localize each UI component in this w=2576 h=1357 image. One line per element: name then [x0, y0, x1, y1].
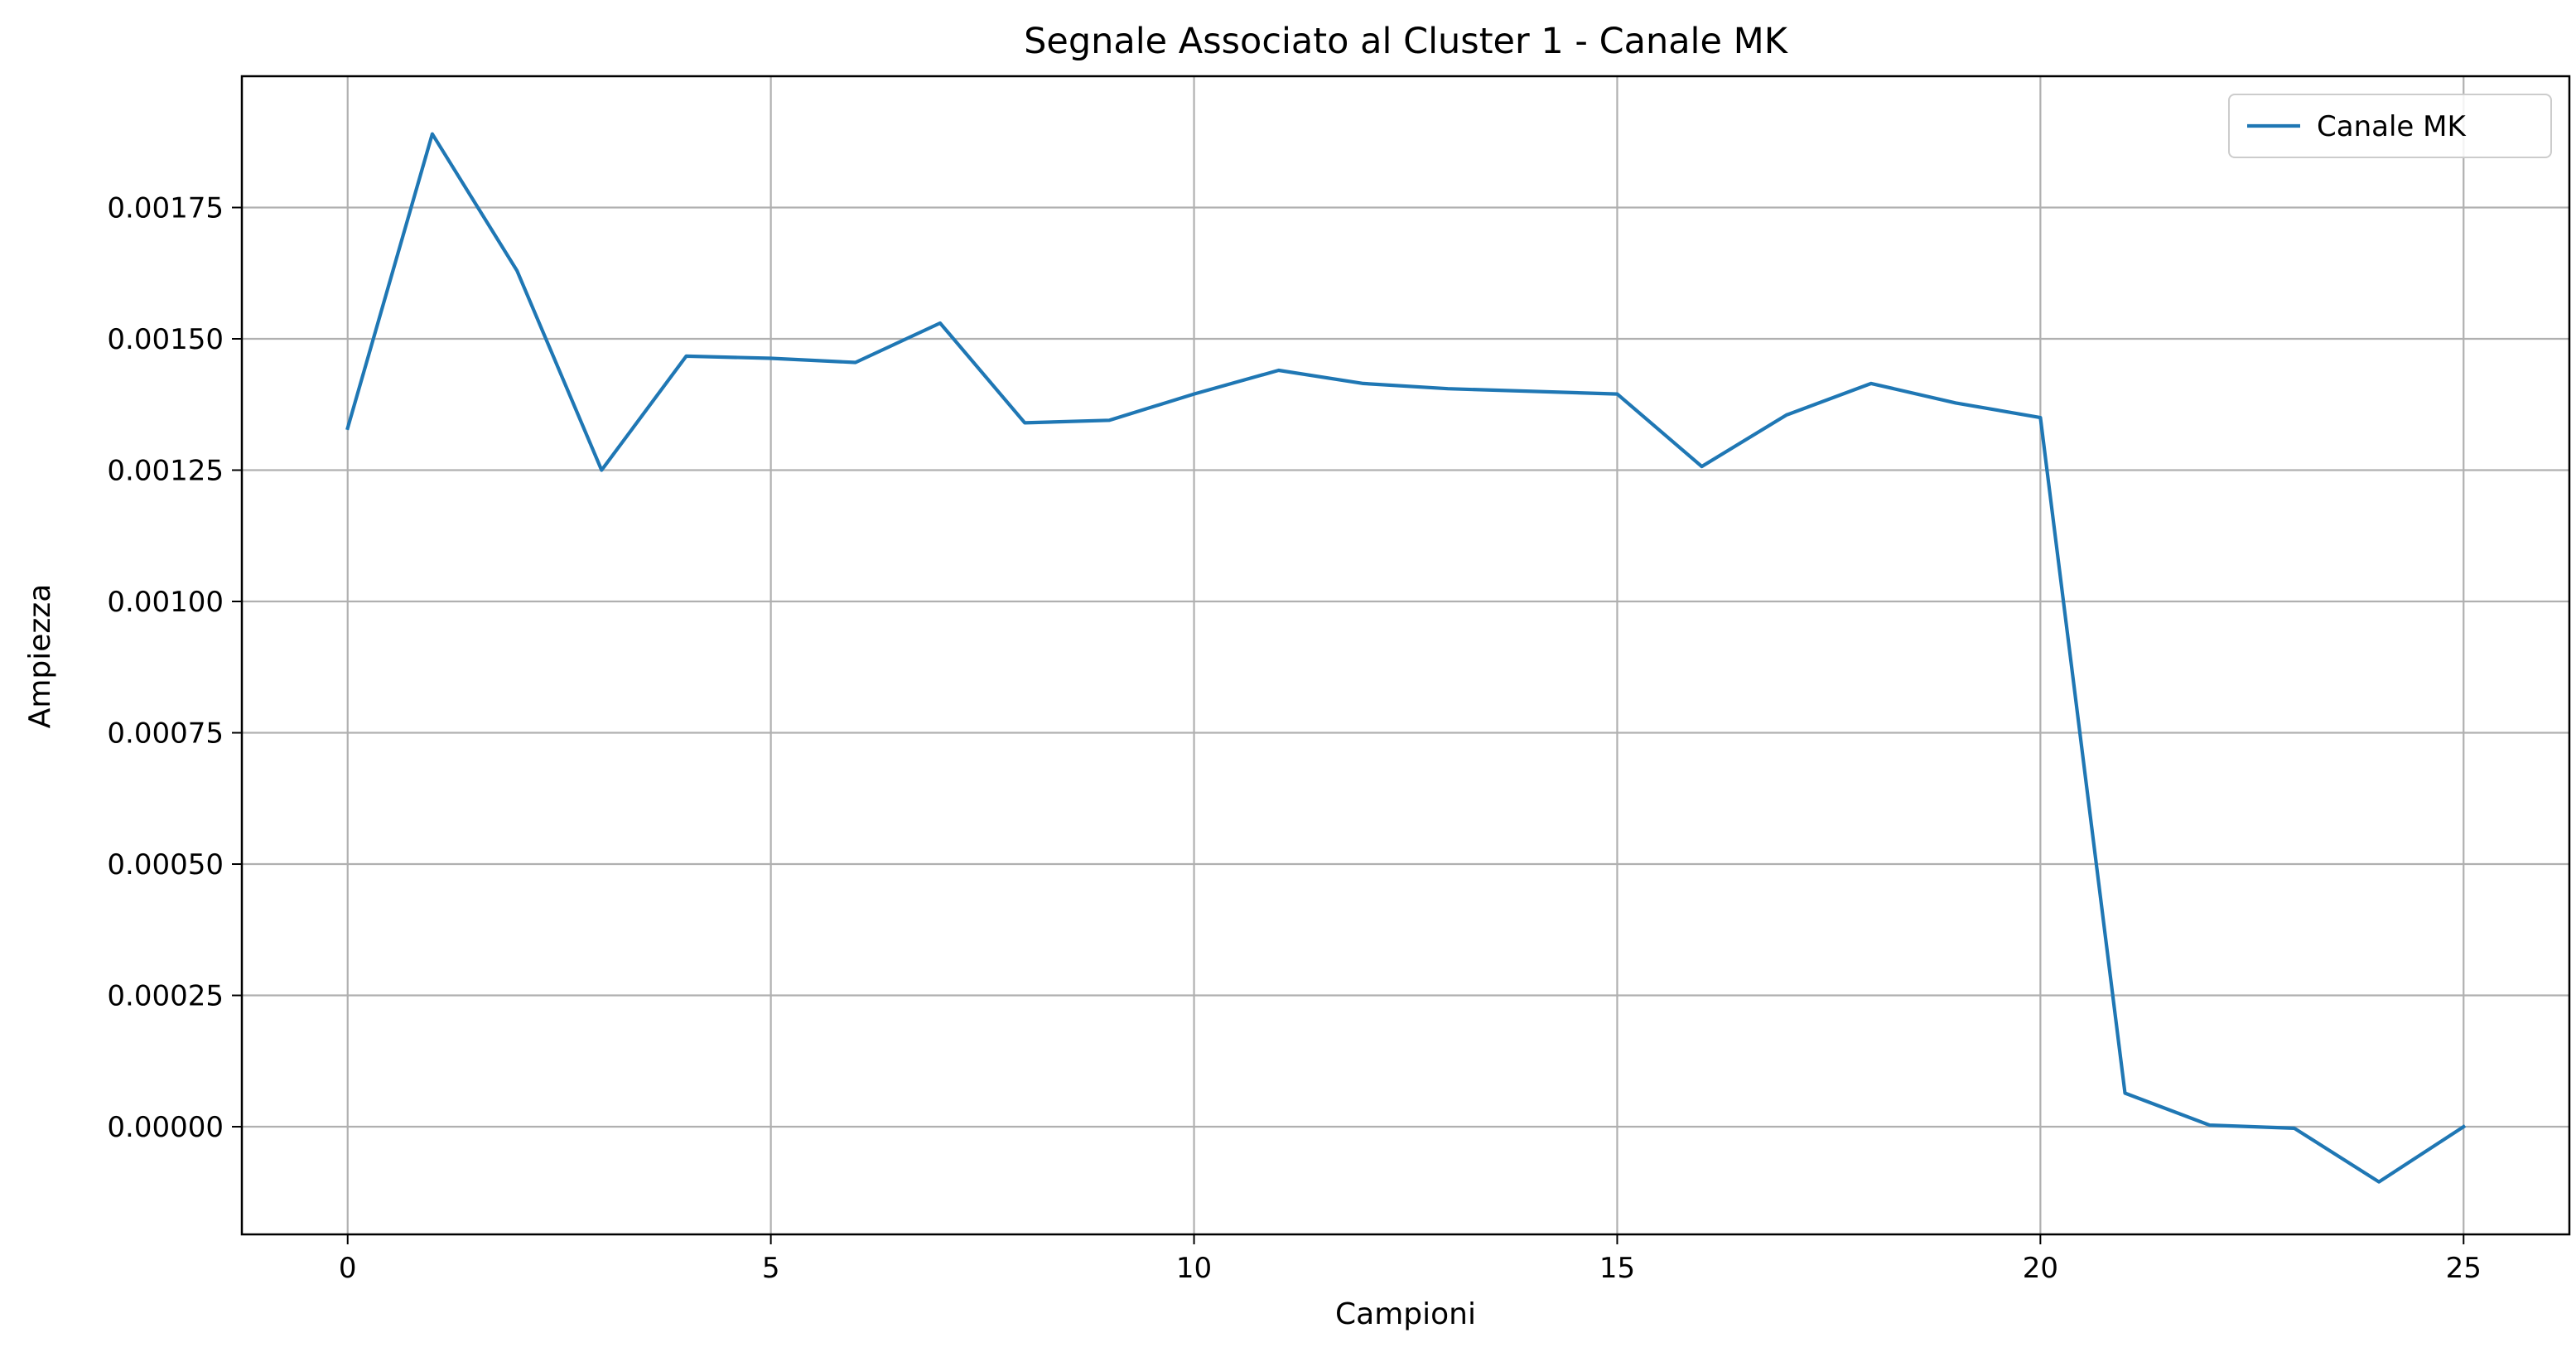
y-tick-label: 0.00175: [107, 192, 224, 225]
legend-box: [2228, 94, 2552, 158]
y-tick-label: 0.00025: [107, 980, 224, 1013]
y-tick-label: 0.00125: [107, 455, 224, 488]
grid: [242, 76, 2569, 1234]
legend-label: Canale MK: [2317, 110, 2467, 143]
y-tick-label: 0.00050: [107, 848, 224, 881]
y-tick-label: 0.00075: [107, 717, 224, 751]
x-axis-label: Campioni: [1335, 1297, 1476, 1331]
x-tick-label: 0: [339, 1252, 357, 1285]
y-tick-label: 0.00000: [107, 1111, 224, 1144]
y-tick-label: 0.00100: [107, 586, 224, 619]
y-axis-label: Ampiezza: [23, 584, 57, 729]
x-tick-label: 15: [1599, 1252, 1635, 1285]
x-tick-label: 5: [762, 1252, 780, 1285]
axes: 0 5 10 15 20 25 0.00000 0.00025 0.00050 0.00075 0.…: [107, 192, 2482, 1285]
x-tick-label: 25: [2446, 1252, 2482, 1285]
chart-title: Segnale Associato al Cluster 1 - Canale …: [1024, 21, 1789, 62]
x-tick-label: 10: [1176, 1252, 1212, 1285]
plot-frame: [240, 75, 2571, 1236]
legend: Canale MK: [2228, 94, 2552, 158]
x-tick-label: 20: [2023, 1252, 2058, 1285]
y-tick-label: 0.00150: [107, 323, 224, 356]
series-layer: [345, 132, 2467, 1184]
series-line: [345, 132, 2467, 1184]
